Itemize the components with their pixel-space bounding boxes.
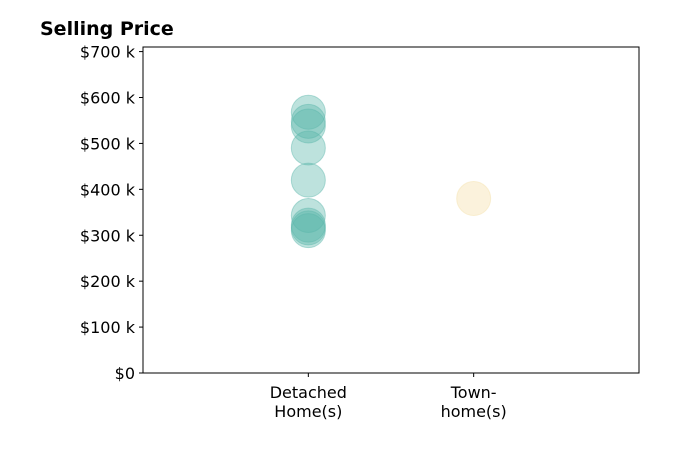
chart-title: Selling Price — [40, 18, 174, 40]
x-tick-label: Town-home(s) — [441, 383, 507, 421]
data-point — [290, 198, 326, 234]
points-layer — [290, 94, 492, 249]
data-point — [290, 207, 326, 243]
y-tick-label: $400 k — [80, 180, 136, 199]
data-point — [290, 213, 326, 249]
data-point — [290, 210, 326, 246]
y-axis: $0 $100 k $200 k $300 k $400 k $500 k $600 k $7… — [80, 43, 143, 383]
y-tick-label: $600 k — [80, 89, 136, 108]
data-point — [290, 103, 326, 139]
plot-frame — [142, 46, 640, 374]
x-axis: Detached Home(s) Town-home(s) — [270, 373, 507, 421]
y-tick-label: $0 — [115, 364, 135, 383]
data-point — [456, 181, 492, 217]
y-tick-label: $700 k — [80, 43, 136, 62]
y-tick-label: $200 k — [80, 272, 136, 291]
data-point — [290, 94, 326, 130]
y-tick-label: $500 k — [80, 134, 136, 153]
y-tick-label: $100 k — [80, 318, 136, 337]
y-tick-label: $300 k — [80, 226, 136, 245]
data-point — [290, 162, 326, 198]
x-tick-label: Detached Home(s) — [270, 383, 347, 421]
data-point — [290, 108, 326, 144]
data-point — [290, 130, 326, 166]
